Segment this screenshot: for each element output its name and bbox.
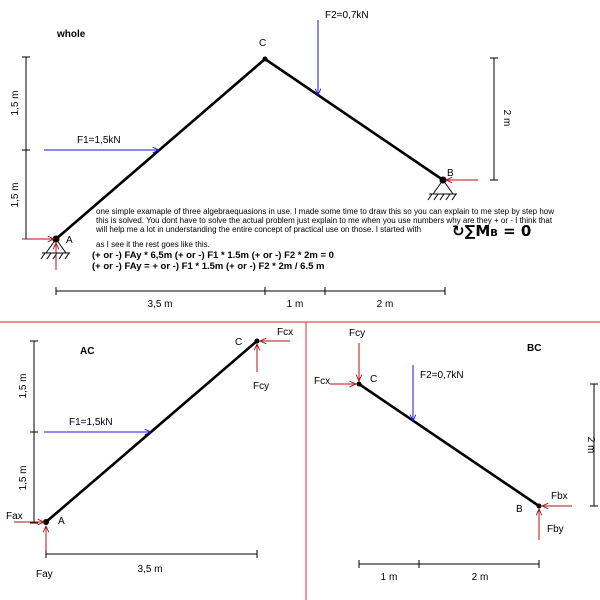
- fcx-label-ac: Fcx: [277, 327, 293, 338]
- title-ac: AC: [80, 346, 94, 357]
- fay-label-ac: Fay: [36, 569, 53, 580]
- title-bc: BC: [527, 343, 541, 354]
- question-line-4: as I see it the rest goes like this.: [96, 240, 210, 249]
- node-b-whole: B: [447, 168, 454, 179]
- dim-label-2m-whole: 2 m: [377, 299, 394, 310]
- node-c-whole: C: [259, 38, 266, 49]
- fcx-label-bc: Fcx: [314, 376, 330, 387]
- node-c-ac: C: [235, 337, 242, 348]
- dim-label-3-5-ac: 3,5 m: [137, 564, 162, 575]
- dim-label-1m-whole: 1 m: [287, 299, 304, 310]
- dim-bottom-bc: [358, 560, 540, 568]
- dim-bottom-whole: [55, 287, 446, 295]
- question-text: one simple examaple of three algebraequa…: [96, 207, 596, 249]
- member-ac-whole: [55, 58, 266, 240]
- dim-label-1-5-lower: 1,5 m: [10, 182, 21, 207]
- member-cb-whole: [264, 57, 444, 182]
- equation-1: (+ or -) FAy * 6,5m (+ or -) F1 * 1.5m (…: [92, 250, 334, 261]
- joint-b-bc: [536, 503, 542, 509]
- joint-c-bc: [356, 381, 362, 387]
- dim-label-2m-right: 2 m: [501, 110, 512, 127]
- force-f1-label-ac: F1=1,5kN: [69, 417, 113, 428]
- title-whole: whole: [56, 29, 86, 40]
- dim-right-bc: [590, 383, 598, 507]
- dim-left-whole: [22, 56, 30, 240]
- question-line-1: one simple examaple of three algebraequa…: [96, 207, 555, 216]
- force-f2-label-whole: F2=0,7kN: [325, 10, 369, 21]
- equation-2: (+ or -) FAy = + or -) F1 * 1.5m (+ or -…: [92, 261, 325, 272]
- fbx-label-bc: Fbx: [551, 491, 568, 502]
- force-f1-label-whole: F1=1,5kN: [77, 135, 121, 146]
- moment-sub: B: [490, 228, 498, 239]
- moment-equation: ↻∑MB = 0: [452, 222, 531, 240]
- joint-c-ac: [254, 338, 260, 344]
- force-f2-label-bc: F2=0,7kN: [420, 370, 464, 381]
- dim-label-3-5-whole: 3,5 m: [147, 299, 172, 310]
- fcy-label-ac: Fcy: [253, 381, 269, 392]
- node-c-bc: C: [370, 374, 377, 385]
- dim-bottom-ac: [45, 550, 258, 558]
- moment-m: M: [475, 222, 491, 240]
- moment-rest: = 0: [497, 222, 532, 240]
- question-line-2: this is solved. You dont have to solve t…: [96, 216, 553, 225]
- dim-label-1-5-upper: 1,5 m: [10, 90, 21, 115]
- dim-label-1-5-upper-ac: 1,5 m: [18, 373, 29, 398]
- moment-sum-icon: ↻∑: [452, 222, 476, 240]
- dim-label-1-5-lower-ac: 1,5 m: [18, 465, 29, 490]
- support-b-whole: [427, 176, 457, 201]
- member-cb: [358, 382, 540, 508]
- joint-c-whole: [262, 56, 268, 62]
- fcy-label-bc: Fcy: [349, 328, 365, 339]
- dim-left-ac: [30, 340, 38, 524]
- question-line-3: will help me a lot in understanding the …: [96, 225, 422, 234]
- fax-label-ac: Fax: [6, 511, 23, 522]
- node-a-ac: A: [58, 516, 65, 527]
- fby-label-bc: Fby: [547, 524, 564, 535]
- dim-label-1m-bc: 1 m: [381, 572, 398, 583]
- node-a-whole: A: [66, 235, 73, 246]
- dim-label-2m-bc: 2 m: [585, 437, 596, 454]
- node-b-bc: B: [516, 504, 523, 515]
- dim-label-2m-bottom-bc: 2 m: [472, 572, 489, 583]
- dim-right-whole: [490, 57, 498, 181]
